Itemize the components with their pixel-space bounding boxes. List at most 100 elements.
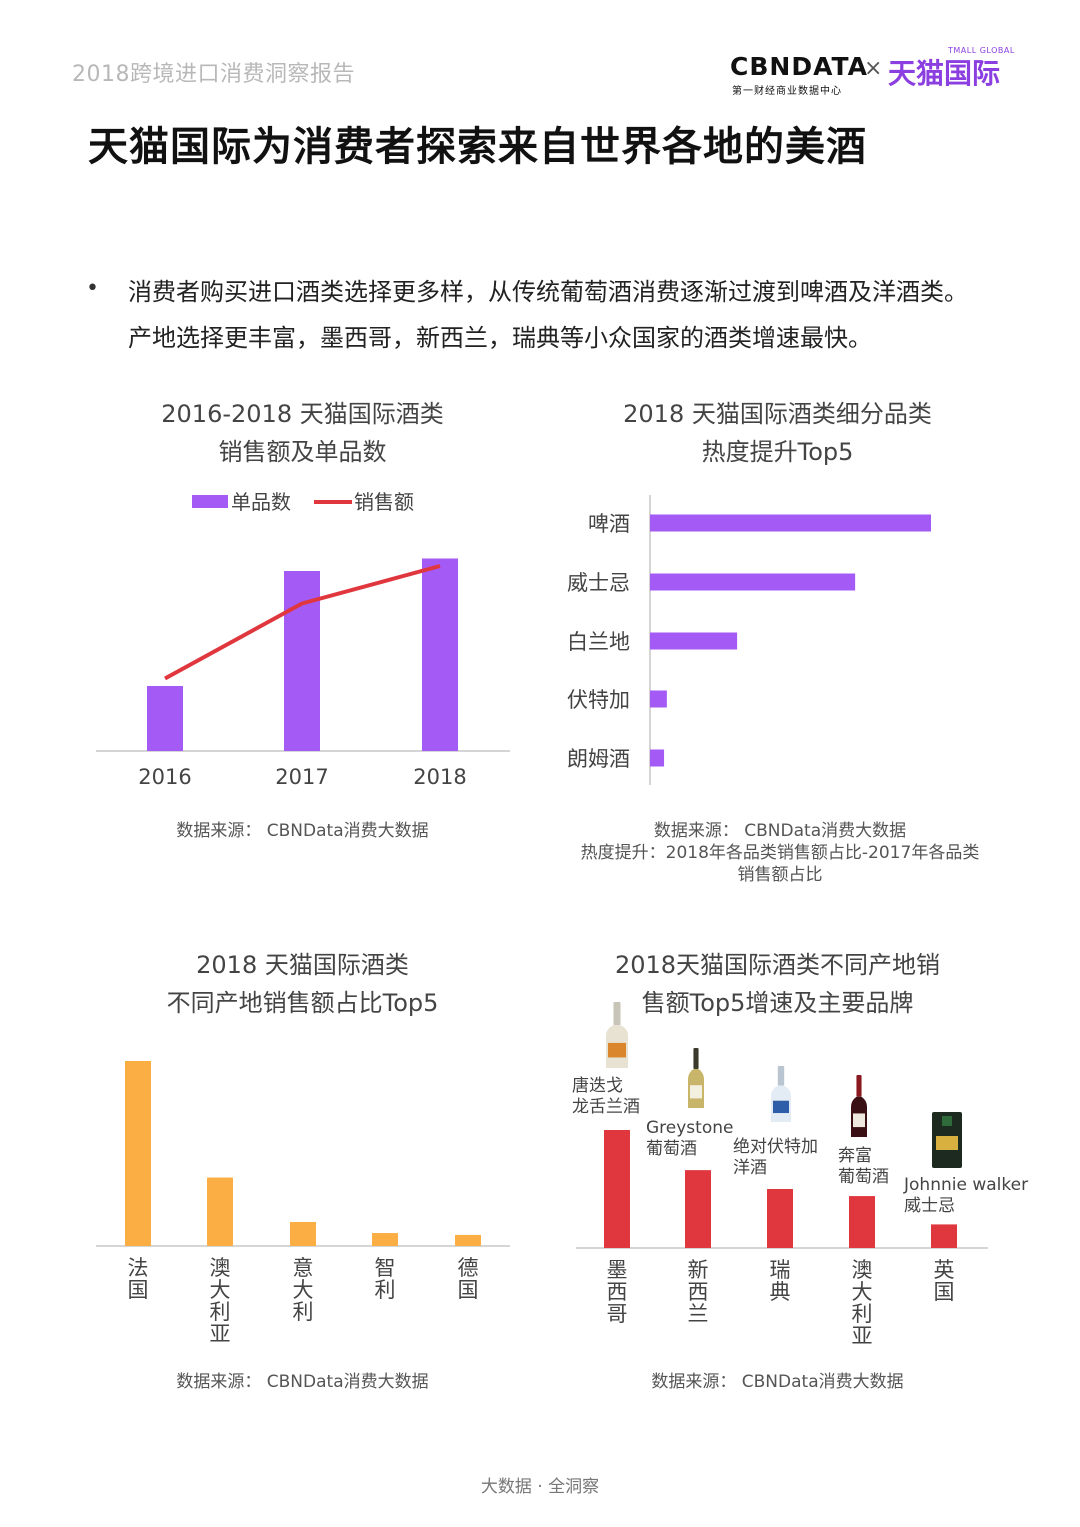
chart3-bar-德国 (455, 1234, 481, 1246)
cbndata-logo-subtitle: 第一财经商业数据中心 (732, 86, 842, 97)
chart2-title-line-2: 热度提升Top5 (701, 438, 854, 466)
chart3-category-label-char: 国 (458, 1278, 479, 1302)
tmall-global-logo-subtitle: TMALL GLOBAL (948, 46, 1015, 55)
chart2-bar-威士忌 (650, 573, 856, 591)
chart2-category-label: 白兰地 (567, 630, 630, 654)
chart2-bar-啤酒 (650, 514, 931, 532)
chart1-x-tick-label: 2016 (138, 765, 191, 789)
chart3-category-label-char: 德 (458, 1256, 479, 1280)
report-title: 2018跨境进口消费洞察报告 (72, 62, 355, 87)
legend-label-sku: 单品数 (231, 490, 291, 514)
chart3-category-label-char: 利 (210, 1300, 231, 1324)
chart3-bar-澳大利亚 (207, 1177, 233, 1246)
chart1-title-line-2: 销售额及单品数 (218, 438, 387, 466)
chart1-sales-and-sku: 单品数 销售额 2016 2017 2018 (96, 490, 510, 789)
chart3-category-label-char: 利 (375, 1278, 396, 1302)
chart4-bar-英国 (931, 1224, 957, 1248)
chart4-bar-澳大利亚 (849, 1196, 875, 1248)
vodka-bottle-icon (771, 1066, 791, 1122)
chart3-category-label-char: 利 (293, 1300, 314, 1324)
chart3-category-label-char: 亚 (210, 1322, 231, 1346)
chart1-bar-2017 (284, 571, 320, 751)
chart3-title-line-1: 2018 天猫国际酒类 (196, 951, 409, 979)
chart1-bar-2018 (422, 558, 458, 751)
chart4-title-line-2: 售额Top5增速及主要品牌 (641, 989, 914, 1017)
chart2-title: 2018 天猫国际酒类细分品类 热度提升Top5 (545, 395, 1010, 471)
white-wine-bottle-icon (688, 1048, 704, 1108)
bullet-text-line-2: 产地选择更丰富，墨西哥，新西兰，瑞典等小众国家的酒类增速最快。 (128, 324, 872, 352)
chart4-brand-label: 奔富 (838, 1146, 872, 1166)
chart3-category-label-char: 智 (375, 1256, 396, 1280)
chart4-category-label-char: 新 (688, 1258, 709, 1282)
chart4-brand-label: Greystone (646, 1118, 733, 1138)
chart2-source: 数据来源： CBNData消费大数据 热度提升：2018年各品类销售额占比-20… (545, 820, 1015, 886)
chart2-category-label: 啤酒 (588, 512, 630, 536)
legend-label-sales: 销售额 (354, 490, 414, 514)
chart4-category-label-char: 瑞 (770, 1258, 791, 1282)
chart3-category-label-char: 澳 (210, 1256, 231, 1280)
chart1-sales-line (164, 564, 441, 681)
chart4-brand-label: Johnnie walker (903, 1175, 1028, 1195)
chart4-brand-label: 唐迭戈 (572, 1075, 623, 1096)
red-wine-bottle-icon (851, 1075, 867, 1137)
chart3-title-line-2: 不同产地销售额占比Top5 (166, 989, 439, 1017)
chart2-source-text: 数据来源： CBNData消费大数据 (653, 821, 907, 841)
chart2-category-label: 威士忌 (567, 571, 630, 595)
chart3-category-label-char: 大 (210, 1278, 231, 1302)
bullet-text-line-1: 消费者购买进口酒类选择更多样，从传统葡萄酒消费逐渐过渡到啤酒及洋酒类。 (128, 278, 968, 306)
chart2-note-line-2: 销售额占比 (737, 865, 823, 885)
chart4-category-label-char: 亚 (852, 1324, 873, 1348)
chart4-category-label-char: 哥 (607, 1302, 628, 1326)
chart3-bar-智利 (372, 1233, 398, 1246)
chart4-brand-type-label: 龙舌兰酒 (572, 1097, 640, 1117)
chart3-source: 数据来源： CBNData消费大数据 (176, 1372, 429, 1392)
chart4-brand-type-label: 威士忌 (904, 1196, 955, 1216)
chart3-bar-意大利 (290, 1221, 316, 1246)
cbndata-logo: CBNDATA (730, 52, 868, 81)
chart4-category-label-char: 英 (934, 1258, 955, 1282)
chart4-title: 2018天猫国际酒类不同产地销 售额Top5增速及主要品牌 (545, 946, 1010, 1022)
chart4-category-label-char: 国 (934, 1280, 955, 1304)
chart4-bar-墨西哥 (604, 1130, 630, 1248)
brand-logos: CBNDATA 第一财经商业数据中心 × 天猫国际 TMALL GLOBAL (730, 46, 1020, 100)
chart4-category-label-char: 澳 (852, 1258, 873, 1282)
chart4-brand-type-label: 葡萄酒 (838, 1167, 889, 1187)
chart2-category-label: 朗姆酒 (567, 747, 630, 771)
chart4-category-label-char: 兰 (688, 1302, 709, 1326)
logo-separator: × (864, 56, 883, 81)
chart1-legend: 单品数 销售额 (192, 490, 414, 514)
chart4-category-label-char: 典 (770, 1280, 791, 1304)
chart1-x-tick-label: 2017 (275, 765, 328, 789)
chart2-bar-伏特加 (650, 690, 667, 708)
tmall-global-logo: 天猫国际 (888, 57, 1001, 90)
chart4-category-label-char: 西 (688, 1280, 709, 1304)
chart2-note-line-1: 热度提升：2018年各品类销售额占比-2017年各品类 (580, 843, 980, 863)
legend-swatch-sku (192, 495, 228, 508)
chart4-source: 数据来源： CBNData消费大数据 (651, 1372, 904, 1392)
page-title: 天猫国际为消费者探索来自世界各地的美酒 (88, 124, 867, 170)
footer-slogan: 大数据 · 全洞察 (480, 1477, 600, 1497)
chart1-x-tick-label: 2018 (413, 765, 466, 789)
chart4-bar-瑞典 (767, 1189, 793, 1248)
chart4-title-line-1: 2018天猫国际酒类不同产地销 (614, 951, 941, 979)
chart3-bar-法国 (125, 1061, 151, 1246)
chart1-title-line-1: 2016-2018 天猫国际酒类 (161, 400, 444, 428)
chart4-bar-新西兰 (685, 1170, 711, 1248)
tequila-bottle-icon (606, 1002, 628, 1068)
chart2-bar-朗姆酒 (650, 749, 665, 767)
whisky-bottle-icon (932, 1112, 962, 1168)
bullet-marker: • (86, 276, 99, 301)
chart4-brand-type-label: 葡萄酒 (646, 1139, 697, 1159)
chart1-source: 数据来源： CBNData消费大数据 (176, 821, 429, 841)
chart1-title: 2016-2018 天猫国际酒类 销售额及单品数 (70, 395, 535, 471)
chart1-bar-2016 (147, 686, 183, 751)
chart4-category-label-char: 利 (852, 1302, 873, 1326)
chart3-category-label-char: 国 (128, 1278, 149, 1302)
chart2-title-line-1: 2018 天猫国际酒类细分品类 (623, 400, 932, 428)
chart3-category-label-char: 大 (293, 1278, 314, 1302)
chart4-category-label-char: 西 (607, 1280, 628, 1304)
